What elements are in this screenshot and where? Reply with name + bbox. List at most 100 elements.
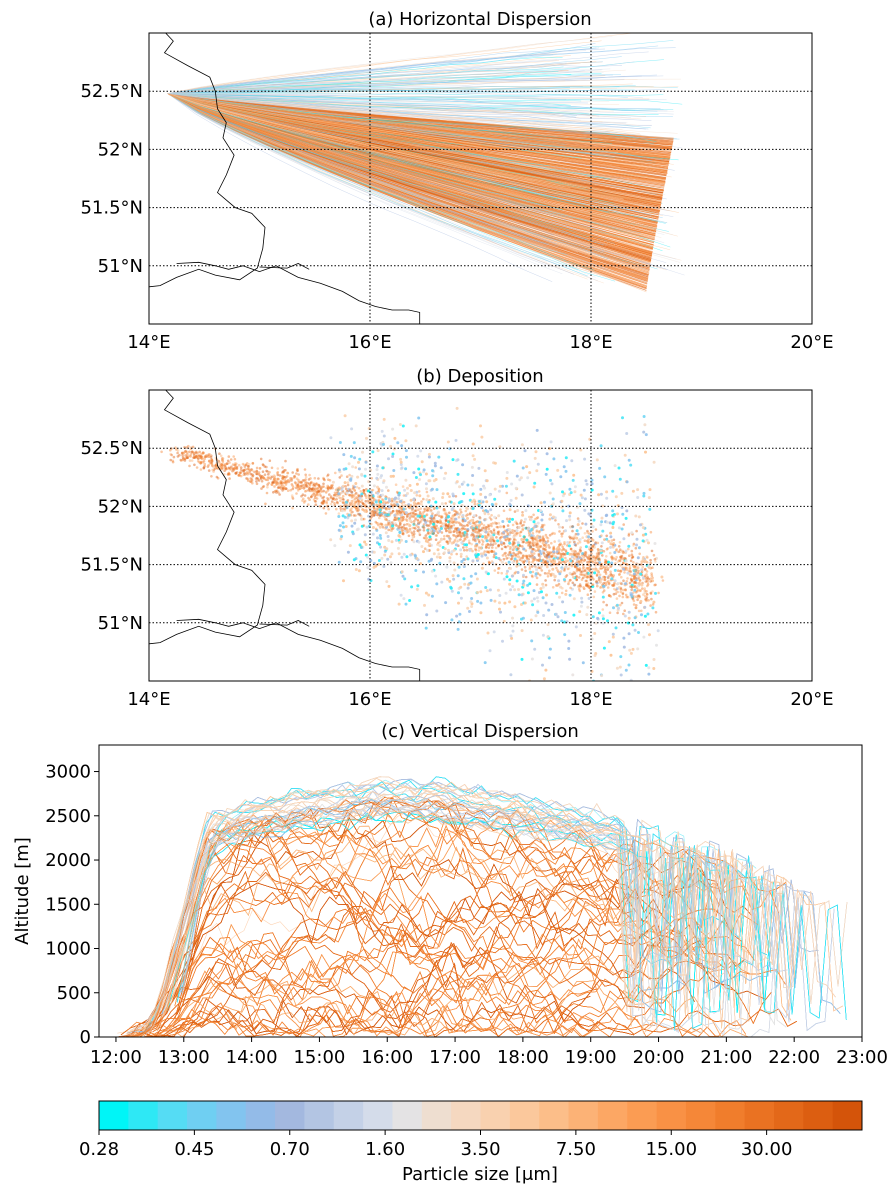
deposition-point [571,525,575,529]
deposition-point [424,539,428,543]
deposition-point [402,597,406,601]
deposition-point [347,493,351,497]
deposition-point [244,473,247,476]
deposition-point [578,584,581,588]
deposition-point [433,518,436,522]
deposition-point [493,532,496,535]
deposition-point [618,572,621,576]
deposition-point [396,516,399,520]
deposition-point [414,509,418,512]
deposition-point [471,529,475,532]
panel-b-xtick-label: 14°E [127,689,170,710]
deposition-point [266,483,269,486]
deposition-point [468,610,471,613]
deposition-point [511,585,515,588]
deposition-point [401,574,405,578]
deposition-point [358,543,362,547]
deposition-point [475,544,479,547]
trajectory-line [167,51,649,94]
deposition-point [612,542,616,545]
deposition-point [592,518,596,522]
deposition-point [304,480,308,484]
deposition-point [554,519,557,522]
deposition-point [637,562,641,566]
deposition-point [576,532,580,536]
deposition-point [506,544,510,548]
deposition-point [418,512,422,516]
deposition-point [523,565,527,569]
deposition-point [373,510,377,513]
deposition-point [579,546,582,549]
deposition-point [525,465,529,469]
deposition-point [227,467,230,470]
deposition-point [493,569,497,572]
deposition-point [466,524,470,527]
deposition-point [521,540,525,544]
deposition-point [239,468,243,472]
deposition-point [255,472,259,476]
deposition-point [326,489,330,492]
deposition-point [631,555,634,559]
deposition-point [451,506,455,510]
deposition-point [171,460,175,464]
deposition-point [652,658,656,661]
deposition-point [645,555,649,559]
deposition-point [623,609,626,612]
deposition-point [407,503,411,507]
deposition-point [412,530,416,533]
deposition-point [498,536,502,540]
deposition-point [571,537,575,541]
deposition-point [345,503,349,507]
deposition-point [558,560,561,564]
deposition-point [296,484,300,487]
deposition-point [607,560,610,564]
deposition-point [378,508,382,512]
deposition-point [649,561,652,565]
deposition-point [582,488,586,492]
trajectory-line [167,93,640,126]
deposition-point [617,526,621,530]
deposition-point [622,550,625,554]
deposition-point [420,519,423,522]
deposition-point [600,541,604,545]
deposition-point [512,535,516,539]
deposition-point [521,511,524,514]
deposition-point [579,585,582,588]
deposition-point [561,567,564,571]
trajectory-line [167,93,588,277]
deposition-point [551,497,555,501]
deposition-point [277,486,281,489]
deposition-point [417,467,421,471]
deposition-point [586,593,590,596]
deposition-point [516,541,520,545]
deposition-point [169,448,172,452]
deposition-point [595,581,599,585]
deposition-point [531,560,534,564]
deposition-point [454,510,458,514]
deposition-point [203,457,206,461]
deposition-point [468,511,472,515]
deposition-point [429,558,433,562]
deposition-point [429,537,433,541]
deposition-point [281,474,284,478]
deposition-point [357,499,361,503]
deposition-point [291,506,294,510]
deposition-point [532,548,536,551]
deposition-point [291,495,294,499]
deposition-point [266,485,269,489]
deposition-point [536,542,539,546]
deposition-point [435,513,438,517]
deposition-point [599,444,603,448]
deposition-point [414,516,417,520]
deposition-point [397,510,401,513]
deposition-point [519,530,522,534]
trajectory-line [167,93,610,133]
deposition-point [480,435,484,439]
deposition-point [508,582,512,586]
deposition-point [309,487,313,491]
deposition-point [350,506,354,510]
deposition-point [200,456,203,460]
deposition-point [517,526,521,529]
deposition-point [578,567,582,570]
deposition-point [620,582,624,586]
